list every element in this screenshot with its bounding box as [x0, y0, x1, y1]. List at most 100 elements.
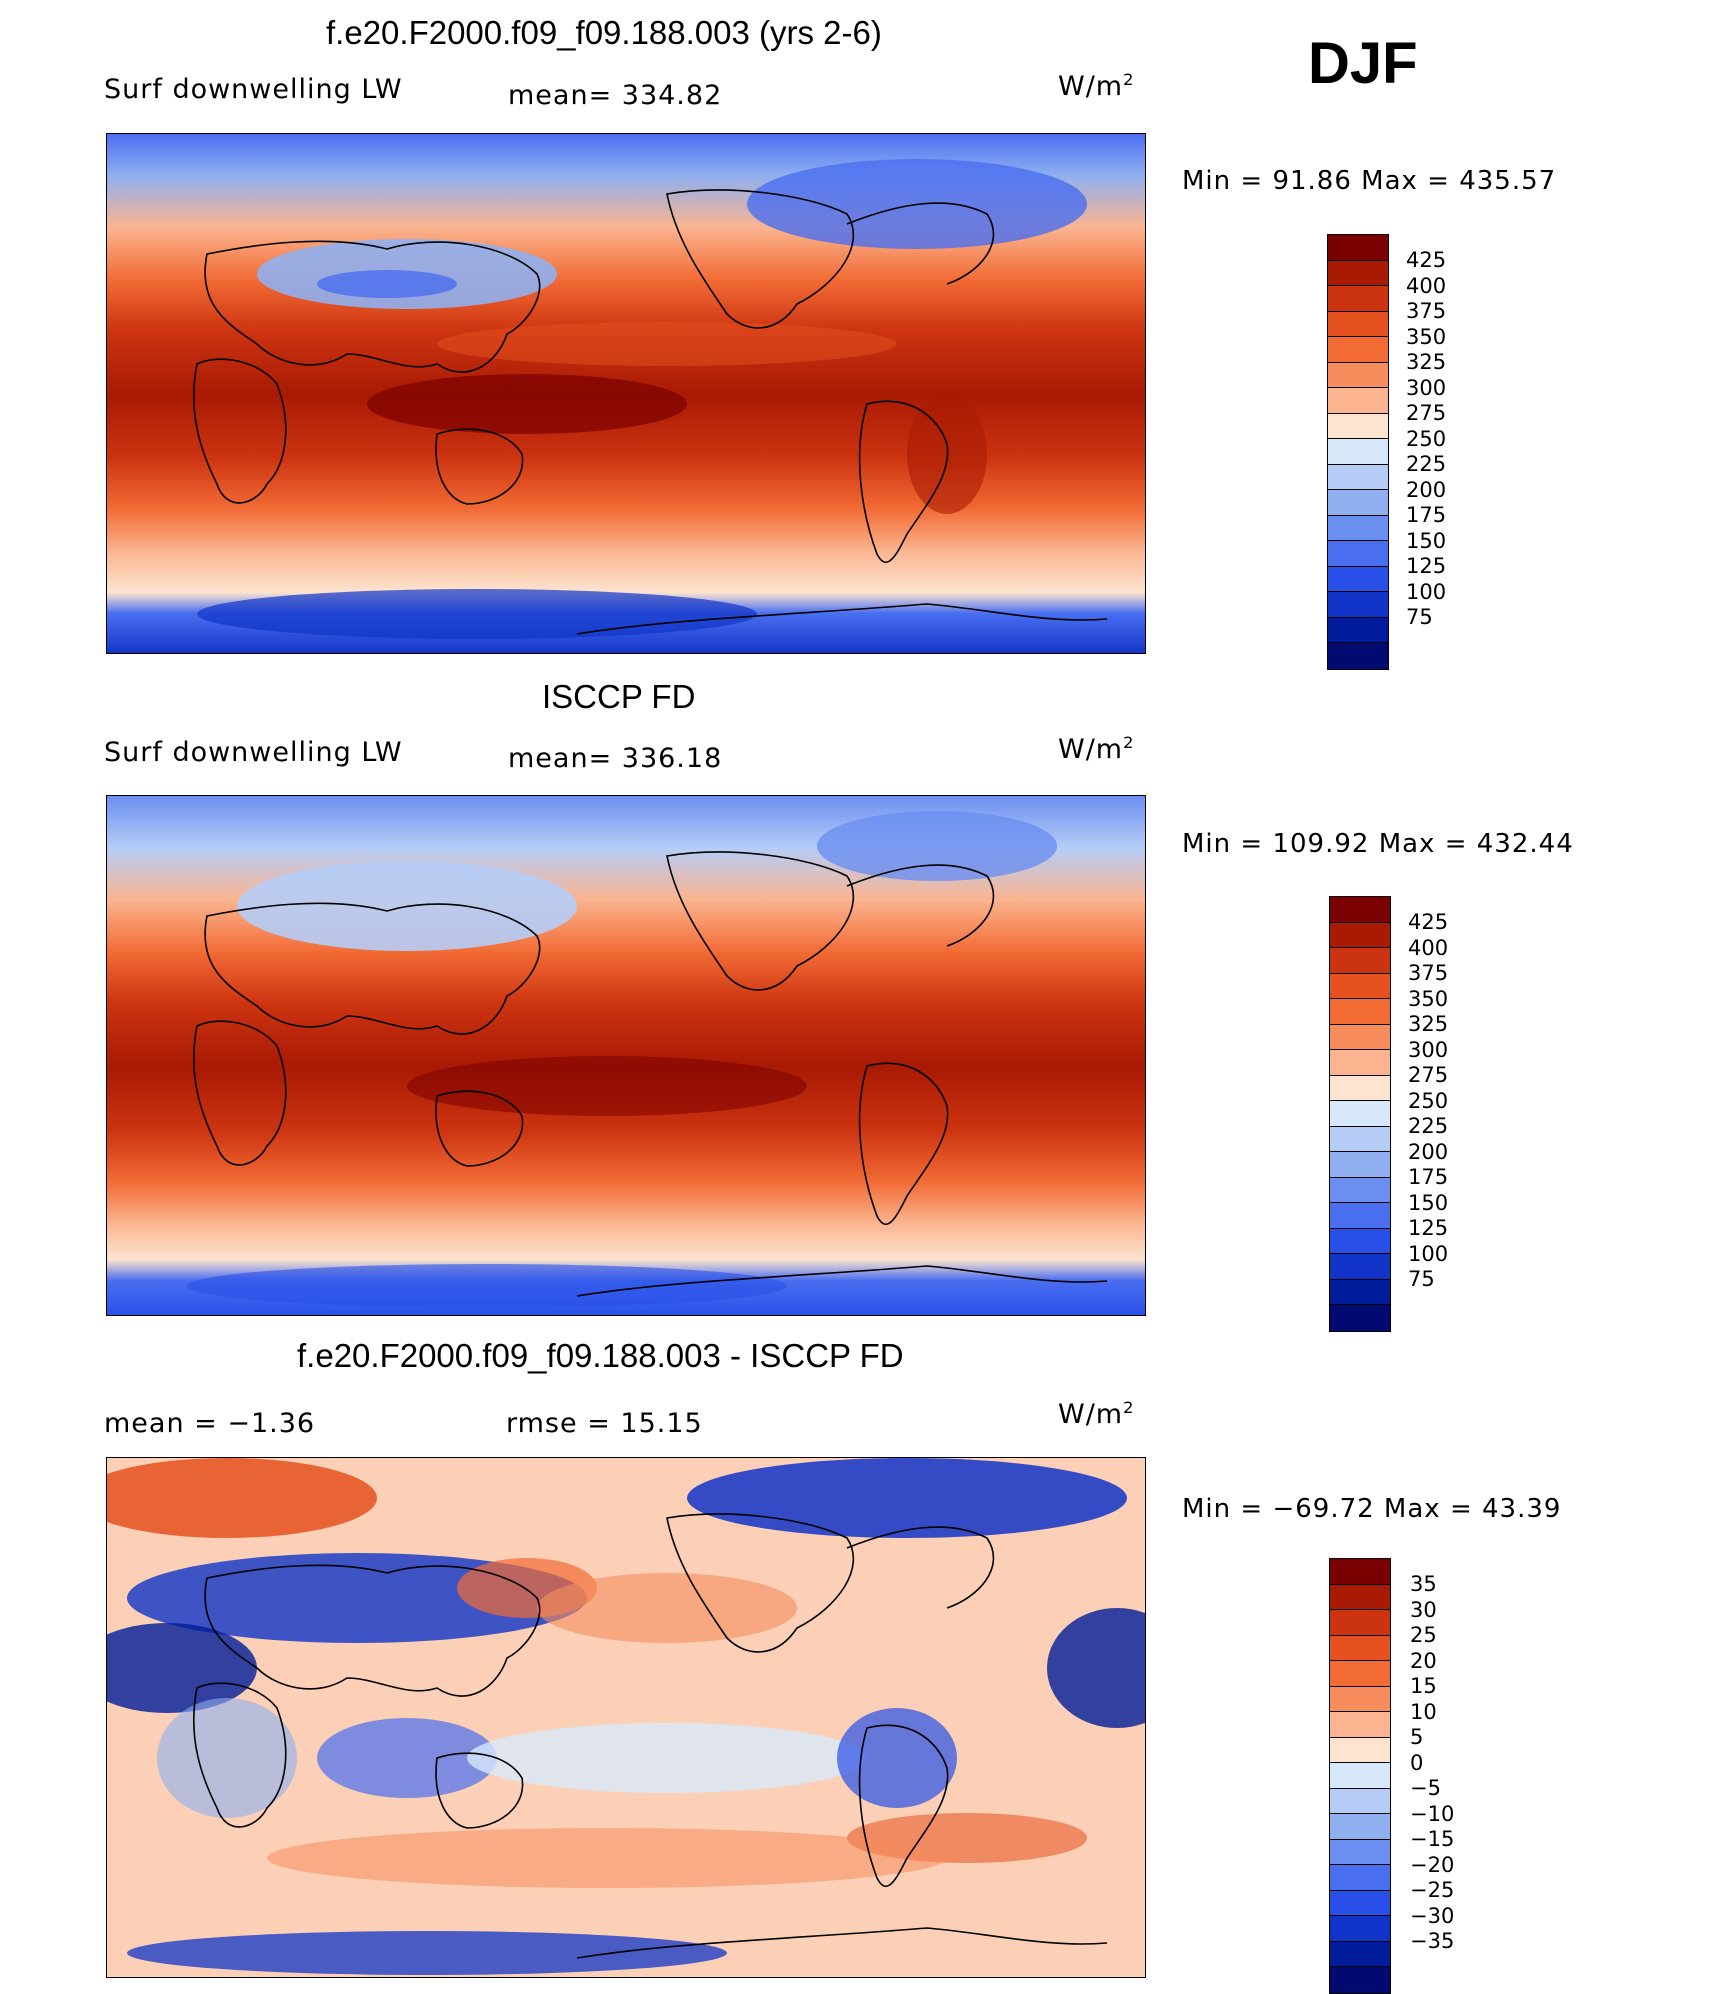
panel1-colorbar-segment [1328, 337, 1388, 363]
panel2-units: W/m2 [1058, 733, 1135, 765]
panel3-colorbar-tick-label: 0 [1410, 1750, 1424, 1775]
panel1-colorbar-segment [1328, 362, 1388, 388]
panel2-colorbar-tick-label: 75 [1408, 1267, 1435, 1291]
panel3-colorbar-segment [1330, 1865, 1390, 1891]
panel2-colorbar-segment [1330, 973, 1390, 999]
panel1-colorbar-segment [1328, 439, 1388, 465]
panel1-minmax: Min = 91.86 Max = 435.57 [1182, 166, 1557, 196]
panel2-colorbar-tick-label: 125 [1408, 1216, 1449, 1240]
panel2-colorbar-segment [1330, 948, 1390, 974]
panel1-colorbar-tick-label: 275 [1406, 401, 1447, 425]
panel1-map [106, 133, 1146, 654]
panel2-colorbar-segment [1330, 1203, 1390, 1229]
panel3-colorbar-tick-label: 30 [1410, 1597, 1437, 1622]
panel3-colorbar-segment [1330, 1584, 1390, 1610]
panel3-colorbar-segment [1330, 1916, 1390, 1942]
panel2-colorbar-tick-label: 300 [1408, 1037, 1449, 1062]
panel3-colorbar-segment [1330, 1661, 1390, 1687]
panel1-colorbar-segment [1328, 235, 1388, 261]
panel3-units: W/m2 [1058, 1398, 1135, 1430]
panel2-colorbar-tick-label: 200 [1408, 1139, 1449, 1164]
panel1-map-svg [107, 134, 1145, 653]
panel3-map-svg [107, 1458, 1145, 1977]
panel2-colorbar-tick-label: 175 [1408, 1165, 1449, 1189]
panel1-colorbar-segment [1328, 490, 1388, 516]
panel2-title: ISCCP FD [542, 678, 696, 715]
panel2-colorbar-tick-label: 350 [1408, 986, 1449, 1011]
panel1-title: f.e20.F2000.f09_f09.188.003 (yrs 2-6) [326, 14, 882, 51]
panel1-colorbar-segment [1328, 541, 1388, 567]
panel3-mean-label: mean = −1.36 [104, 1408, 316, 1439]
panel3-colorbar-tick-label: 5 [1410, 1725, 1424, 1749]
panel1-colorbar-tick-label: 225 [1406, 452, 1447, 476]
panel3-colorbar-segment [1330, 1686, 1390, 1712]
panel3-colorbar-segment [1330, 1635, 1390, 1661]
panel1-colorbar-segment [1328, 515, 1388, 541]
panel1-units: W/m2 [1058, 70, 1135, 102]
panel2-colorbar-segment [1330, 1152, 1390, 1178]
panel2-colorbar-tick-label: 425 [1408, 910, 1449, 934]
panel3-rmse-label: rmse = 15.15 [506, 1408, 703, 1439]
panel2-colorbar-segment [1330, 1024, 1390, 1050]
panel2-colorbar-segment [1330, 1279, 1390, 1305]
panel2-colorbar-tick-label: 275 [1408, 1063, 1449, 1087]
panel2-map-svg [107, 796, 1145, 1315]
panel3-colorbar-segment [1330, 1737, 1390, 1763]
panel2-colorbar-tick-label: 400 [1408, 935, 1449, 960]
panel1-colorbar-tick-label: 125 [1406, 554, 1447, 578]
panel2-variable-label: Surf downwelling LW [104, 737, 403, 768]
panel2-colorbar-tick-label: 325 [1408, 1012, 1449, 1036]
panel1-colorbar-tick-label: 375 [1406, 299, 1447, 323]
panel3-colorbar-tick-label: 10 [1410, 1699, 1437, 1724]
panel3-colorbar-tick-label: 20 [1410, 1648, 1437, 1673]
panel3-colorbar-segment [1330, 1763, 1390, 1789]
panel3-colorbar-segment [1330, 1712, 1390, 1738]
panel1-colorbar-segment [1328, 592, 1388, 618]
panel3-colorbar-tick-label: 15 [1410, 1674, 1437, 1698]
panel1-colorbar-ticks: 425 400 375 350 325 300 275 250 225 200 175 150 125 1… [1406, 248, 1446, 631]
panel1-mean-label: mean= 334.82 [508, 80, 723, 111]
panel2-colorbar-segment [1330, 1126, 1390, 1152]
panel1-colorbar-tick-label: 400 [1406, 273, 1447, 298]
panel2-colorbar-segment [1330, 999, 1390, 1025]
panel3-colorbar-segment [1330, 1788, 1390, 1814]
panel1-colorbar-tick-label: 100 [1406, 579, 1447, 604]
panel3-colorbar-tick-label: −35 [1410, 1929, 1455, 1953]
panel3-colorbar-segment [1330, 1941, 1390, 1967]
panel3-colorbar-segment [1330, 1967, 1390, 1993]
panel3-colorbar-tick-label: −10 [1410, 1801, 1455, 1826]
panel1-colorbar-tick-label: 325 [1406, 350, 1447, 374]
panel1-colorbar-tick-label: 200 [1406, 477, 1447, 502]
panel2-colorbar-segment [1330, 1075, 1390, 1101]
panel3-colorbar-tick-label: 35 [1410, 1572, 1437, 1596]
panel2-colorbar-segment [1330, 922, 1390, 948]
panel3-colorbar-segment [1330, 1814, 1390, 1840]
panel2-colorbar-segment [1330, 1050, 1390, 1076]
panel2-minmax: Min = 109.92 Max = 432.44 [1182, 829, 1574, 859]
panel3-title: f.e20.F2000.f09_f09.188.003 - ISCCP FD [297, 1337, 904, 1374]
panel2-colorbar [1329, 896, 1391, 1332]
season-label: DJF [1308, 31, 1418, 96]
panel1-colorbar-segment [1328, 388, 1388, 414]
panel1-colorbar-segment [1328, 311, 1388, 337]
panel1-colorbar-tick-label: 425 [1406, 248, 1447, 272]
panel2-mean-label: mean= 336.18 [508, 743, 723, 774]
panel2-colorbar-segment [1330, 1254, 1390, 1280]
panel2-colorbar-segment [1330, 1305, 1390, 1331]
panel3-colorbar-tick-label: −25 [1410, 1878, 1455, 1902]
panel3-colorbar-tick-label: −15 [1410, 1827, 1455, 1851]
panel2-colorbar-segment [1330, 1228, 1390, 1254]
panel1-variable-label: Surf downwelling LW [104, 74, 403, 105]
panel1-colorbar-segment [1328, 617, 1388, 643]
panel2-colorbar-tick-label: 100 [1408, 1241, 1449, 1266]
panel3-colorbar [1329, 1558, 1391, 1994]
panel2-colorbar-tick-label: 250 [1408, 1088, 1449, 1113]
panel1-colorbar-segment [1328, 413, 1388, 439]
panel3-colorbar-tick-label: 25 [1410, 1623, 1437, 1647]
panel3-colorbar-ticks: 35 30 25 20 15 10 5 0 −5 −10 −15 −20 −25 −30 −35 [1410, 1572, 1454, 1955]
panel3-colorbar-tick-label: −20 [1410, 1852, 1455, 1877]
panel3-map [106, 1457, 1146, 1978]
panel1-colorbar-tick-label: 350 [1406, 324, 1447, 349]
panel1-colorbar-tick-label: 150 [1406, 528, 1447, 553]
panel1-colorbar-tick-label: 75 [1406, 605, 1433, 629]
